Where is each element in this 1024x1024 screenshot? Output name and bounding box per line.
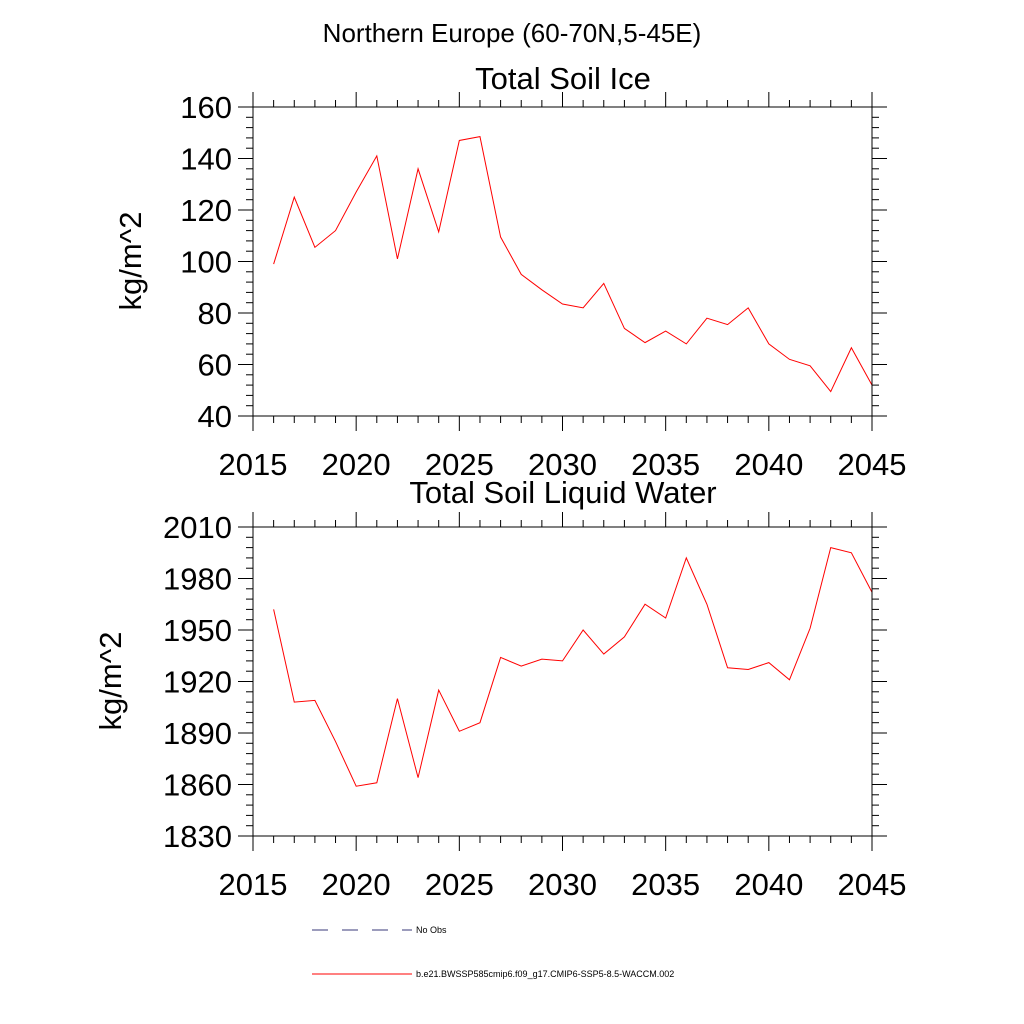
y-tick-label: 1920 — [163, 665, 232, 700]
x-tick-label: 2035 — [631, 867, 700, 902]
y-tick-label: 2010 — [163, 510, 232, 545]
page-title: Northern Europe (60-70N,5-45E) — [323, 18, 702, 48]
legend-label-no-obs: No Obs — [416, 925, 447, 935]
y-axis-label: kg/m^2 — [93, 632, 128, 731]
y-tick-label: 100 — [180, 245, 232, 280]
y-axis-label: kg/m^2 — [113, 212, 148, 311]
x-tick-label: 2045 — [838, 867, 907, 902]
tick-labels: 2015 2020 2025 2030 2035 2040 2045 1830 1860 1890… — [163, 510, 906, 902]
x-tick-label: 2025 — [425, 447, 494, 482]
plot-frame — [252, 106, 873, 417]
tick-labels: 2015 2020 2025 2030 2035 2040 2045 40 60 80 100 120… — [180, 90, 906, 482]
x-tick-label: 2015 — [219, 447, 288, 482]
chart-panel-soil-liquid-water: Total Soil Liquid Water kg/m^2 2015 2020 2… — [93, 475, 906, 902]
x-tick-label: 2040 — [734, 447, 803, 482]
legend-label-model: b.e21.BWSSP585cmip6.f09_g17.CMIP6-SSP5-8… — [416, 969, 674, 979]
legend: No Obs b.e21.BWSSP585cmip6.f09_g17.CMIP6… — [312, 925, 674, 979]
series-line — [273, 136, 873, 393]
x-tick-label: 2030 — [528, 867, 597, 902]
y-tick-label: 1830 — [163, 819, 232, 854]
axis-ticks — [238, 512, 887, 851]
chart-title: Total Soil Liquid Water — [409, 475, 716, 510]
x-tick-label: 2040 — [734, 867, 803, 902]
series-layer — [273, 546, 873, 787]
x-tick-label: 2035 — [631, 447, 700, 482]
y-tick-label: 140 — [180, 142, 232, 177]
series-layer — [273, 136, 873, 393]
chart-title: Total Soil Ice — [475, 61, 651, 96]
y-tick-label: 1860 — [163, 768, 232, 803]
axis-ticks — [238, 92, 887, 431]
y-tick-label: 80 — [198, 296, 232, 331]
series-line — [273, 546, 873, 787]
y-tick-label: 40 — [198, 399, 232, 434]
plot-frame — [252, 526, 873, 837]
y-tick-label: 60 — [198, 348, 232, 383]
y-tick-label: 1890 — [163, 716, 232, 751]
chart-panel-soil-ice: Total Soil Ice kg/m^2 2015 2020 2025 2030 20… — [113, 61, 906, 482]
y-tick-label: 160 — [180, 90, 232, 125]
y-tick-label: 120 — [180, 193, 232, 228]
x-tick-label: 2015 — [219, 867, 288, 902]
x-tick-label: 2020 — [322, 447, 391, 482]
y-tick-label: 1950 — [163, 613, 232, 648]
y-tick-label: 1980 — [163, 562, 232, 597]
x-tick-label: 2020 — [322, 867, 391, 902]
x-tick-label: 2030 — [528, 447, 597, 482]
x-tick-label: 2025 — [425, 867, 494, 902]
x-tick-label: 2045 — [838, 447, 907, 482]
